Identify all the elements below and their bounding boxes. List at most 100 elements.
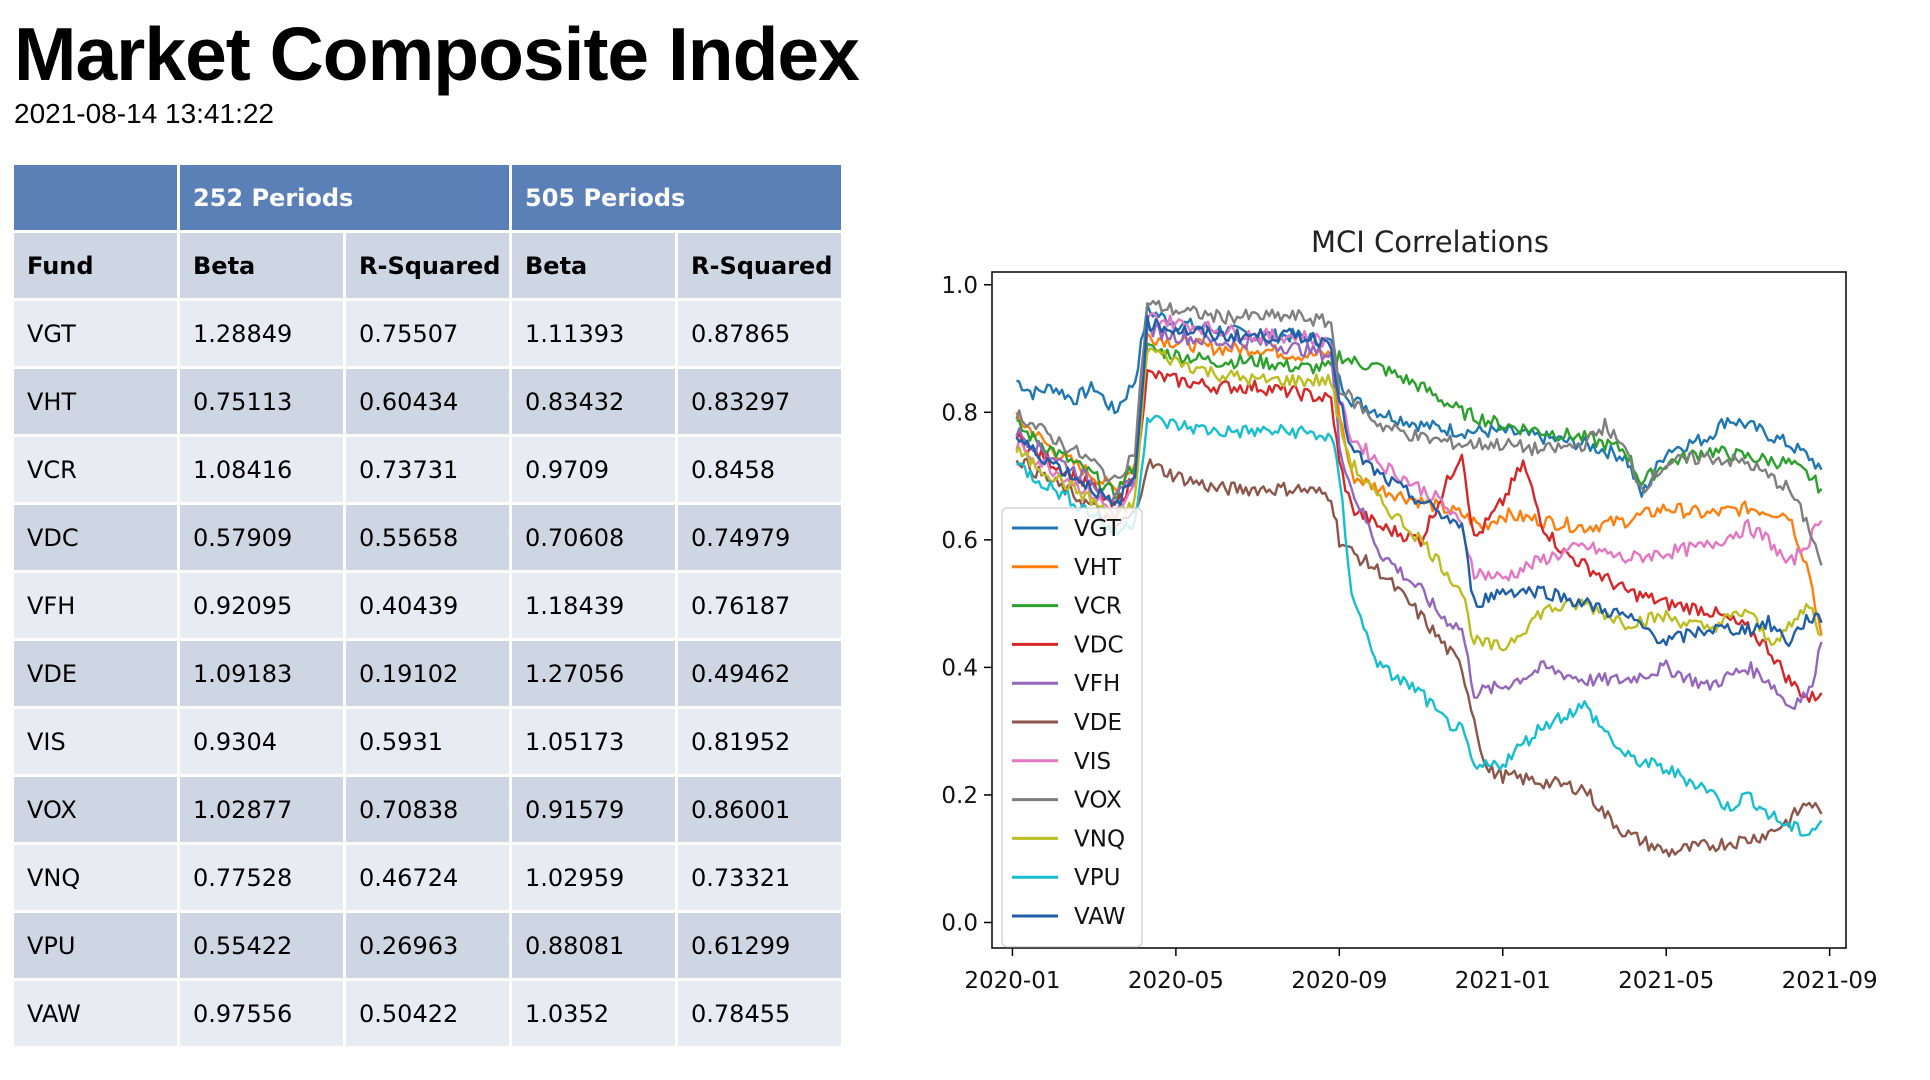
table-row: VNQ 0.77528 0.46724 1.02959 0.73321 — [14, 845, 841, 910]
x-tick-label: 2021-05 — [1618, 968, 1714, 994]
group-header-505: 505 Periods — [512, 165, 841, 230]
cell-beta-505: 0.91579 — [512, 777, 675, 842]
series-line-vde — [1015, 457, 1823, 858]
x-tick-label: 2020-05 — [1128, 968, 1224, 994]
cell-rsquared-252: 0.73731 — [346, 437, 509, 502]
legend-label-vaw: VAW — [1074, 904, 1125, 930]
column-header-beta-505: Beta — [512, 233, 675, 298]
y-tick-label: 0.4 — [941, 655, 978, 681]
table-body: VGT 1.28849 0.75507 1.11393 0.87865 VHT 0.7511… — [14, 301, 841, 1046]
series-line-vpu — [1015, 414, 1823, 837]
cell-beta-505: 1.02959 — [512, 845, 675, 910]
table-corner-cell — [14, 165, 177, 230]
cell-rsquared-505: 0.76187 — [678, 573, 841, 638]
cell-fund: VDC — [14, 505, 177, 570]
cell-beta-505: 1.05173 — [512, 709, 675, 774]
cell-fund: VIS — [14, 709, 177, 774]
cell-fund: VGT — [14, 301, 177, 366]
cell-rsquared-252: 0.55658 — [346, 505, 509, 570]
cell-rsquared-252: 0.46724 — [346, 845, 509, 910]
cell-beta-252: 1.02877 — [180, 777, 343, 842]
table-column-header-row: Fund Beta R-Squared Beta R-Squared — [14, 233, 841, 298]
series-line-vht — [1015, 332, 1823, 636]
cell-beta-252: 1.09183 — [180, 641, 343, 706]
cell-beta-505: 1.11393 — [512, 301, 675, 366]
series-line-vis — [1015, 312, 1823, 582]
cell-beta-252: 0.55422 — [180, 913, 343, 978]
series-line-vaw — [1015, 314, 1823, 648]
y-tick-label: 0.2 — [941, 783, 978, 809]
cell-rsquared-505: 0.86001 — [678, 777, 841, 842]
table-row: VPU 0.55422 0.26963 0.88081 0.61299 — [14, 913, 841, 978]
legend-label-vis: VIS — [1074, 749, 1111, 775]
series-lines — [1015, 299, 1823, 858]
y-axis: 0.0 0.2 0.4 0.6 0.8 1.0 — [941, 273, 992, 936]
legend-label-vht: VHT — [1074, 555, 1122, 581]
y-tick-label: 0.0 — [941, 910, 978, 936]
cell-rsquared-505: 0.78455 — [678, 981, 841, 1046]
cell-beta-505: 0.88081 — [512, 913, 675, 978]
cell-beta-505: 1.27056 — [512, 641, 675, 706]
cell-rsquared-505: 0.81952 — [678, 709, 841, 774]
x-tick-label: 2020-09 — [1291, 968, 1387, 994]
timestamp: 2021-08-14 13:41:22 — [14, 98, 274, 129]
column-header-beta-252: Beta — [180, 233, 343, 298]
cell-beta-252: 1.28849 — [180, 301, 343, 366]
legend-label-vfh: VFH — [1074, 671, 1120, 697]
cell-fund: VDE — [14, 641, 177, 706]
series-line-vgt — [1016, 303, 1823, 498]
cell-beta-505: 0.70608 — [512, 505, 675, 570]
group-header-252: 252 Periods — [180, 165, 509, 230]
cell-beta-505: 1.0352 — [512, 981, 675, 1046]
mci-correlations-chart: MCI Correlations 0.0 0.2 0.4 0.6 0.8 1.0 2020… — [941, 225, 1878, 994]
cell-rsquared-252: 0.40439 — [346, 573, 509, 638]
y-tick-label: 0.6 — [941, 528, 978, 554]
cell-rsquared-252: 0.26963 — [346, 913, 509, 978]
table-row: VOX 1.02877 0.70838 0.91579 0.86001 — [14, 777, 841, 842]
column-header-rsquared-505: R-Squared — [678, 233, 841, 298]
cell-fund: VCR — [14, 437, 177, 502]
table-row: VAW 0.97556 0.50422 1.0352 0.78455 — [14, 981, 841, 1046]
cell-beta-252: 0.77528 — [180, 845, 343, 910]
series-line-vnq — [1015, 347, 1823, 652]
x-tick-label: 2021-01 — [1455, 968, 1551, 994]
chart-container: MCI Correlations 0.0 0.2 0.4 0.6 0.8 1.0 2020… — [900, 200, 1910, 1020]
y-tick-label: 1.0 — [941, 273, 978, 299]
cell-fund: VPU — [14, 913, 177, 978]
page-title: Market Composite Index — [14, 12, 860, 96]
legend-label-vpu: VPU — [1074, 865, 1120, 891]
cell-beta-505: 0.9709 — [512, 437, 675, 502]
series-line-vox — [1015, 299, 1823, 566]
cell-rsquared-252: 0.50422 — [346, 981, 509, 1046]
series-line-vdc — [1015, 368, 1823, 703]
table-row: VGT 1.28849 0.75507 1.11393 0.87865 — [14, 301, 841, 366]
cell-fund: VFH — [14, 573, 177, 638]
cell-rsquared-505: 0.8458 — [678, 437, 841, 502]
cell-rsquared-505: 0.73321 — [678, 845, 841, 910]
cell-rsquared-505: 0.49462 — [678, 641, 841, 706]
cell-beta-252: 0.97556 — [180, 981, 343, 1046]
cell-beta-252: 0.75113 — [180, 369, 343, 434]
table-row: VDE 1.09183 0.19102 1.27056 0.49462 — [14, 641, 841, 706]
y-tick-label: 0.8 — [941, 400, 978, 426]
plot-area-frame — [991, 271, 1847, 949]
x-tick-label: 2021-09 — [1782, 968, 1878, 994]
cell-beta-252: 1.08416 — [180, 437, 343, 502]
cell-rsquared-252: 0.60434 — [346, 369, 509, 434]
cell-beta-252: 0.57909 — [180, 505, 343, 570]
legend-label-vde: VDE — [1074, 710, 1122, 736]
cell-rsquared-505: 0.83297 — [678, 369, 841, 434]
legend-label-vnq: VNQ — [1074, 826, 1125, 852]
cell-fund: VOX — [14, 777, 177, 842]
cell-fund: VHT — [14, 369, 177, 434]
cell-fund: VAW — [14, 981, 177, 1046]
x-axis: 2020-01 2020-05 2020-09 2021-01 2021-05 2021-… — [964, 948, 1878, 994]
cell-rsquared-505: 0.87865 — [678, 301, 841, 366]
legend-label-vdc: VDC — [1074, 632, 1124, 658]
cell-beta-252: 0.9304 — [180, 709, 343, 774]
chart-legend: VGT VHT VCR VDC VFH VDE VIS VOX VNQ VPU VAW — [1001, 507, 1143, 948]
table-row: VCR 1.08416 0.73731 0.9709 0.8458 — [14, 437, 841, 502]
legend-label-vox: VOX — [1074, 788, 1122, 814]
fund-stats-table: 252 Periods 505 Periods Fund Beta R-Squa… — [11, 162, 844, 1049]
cell-rsquared-252: 0.70838 — [346, 777, 509, 842]
